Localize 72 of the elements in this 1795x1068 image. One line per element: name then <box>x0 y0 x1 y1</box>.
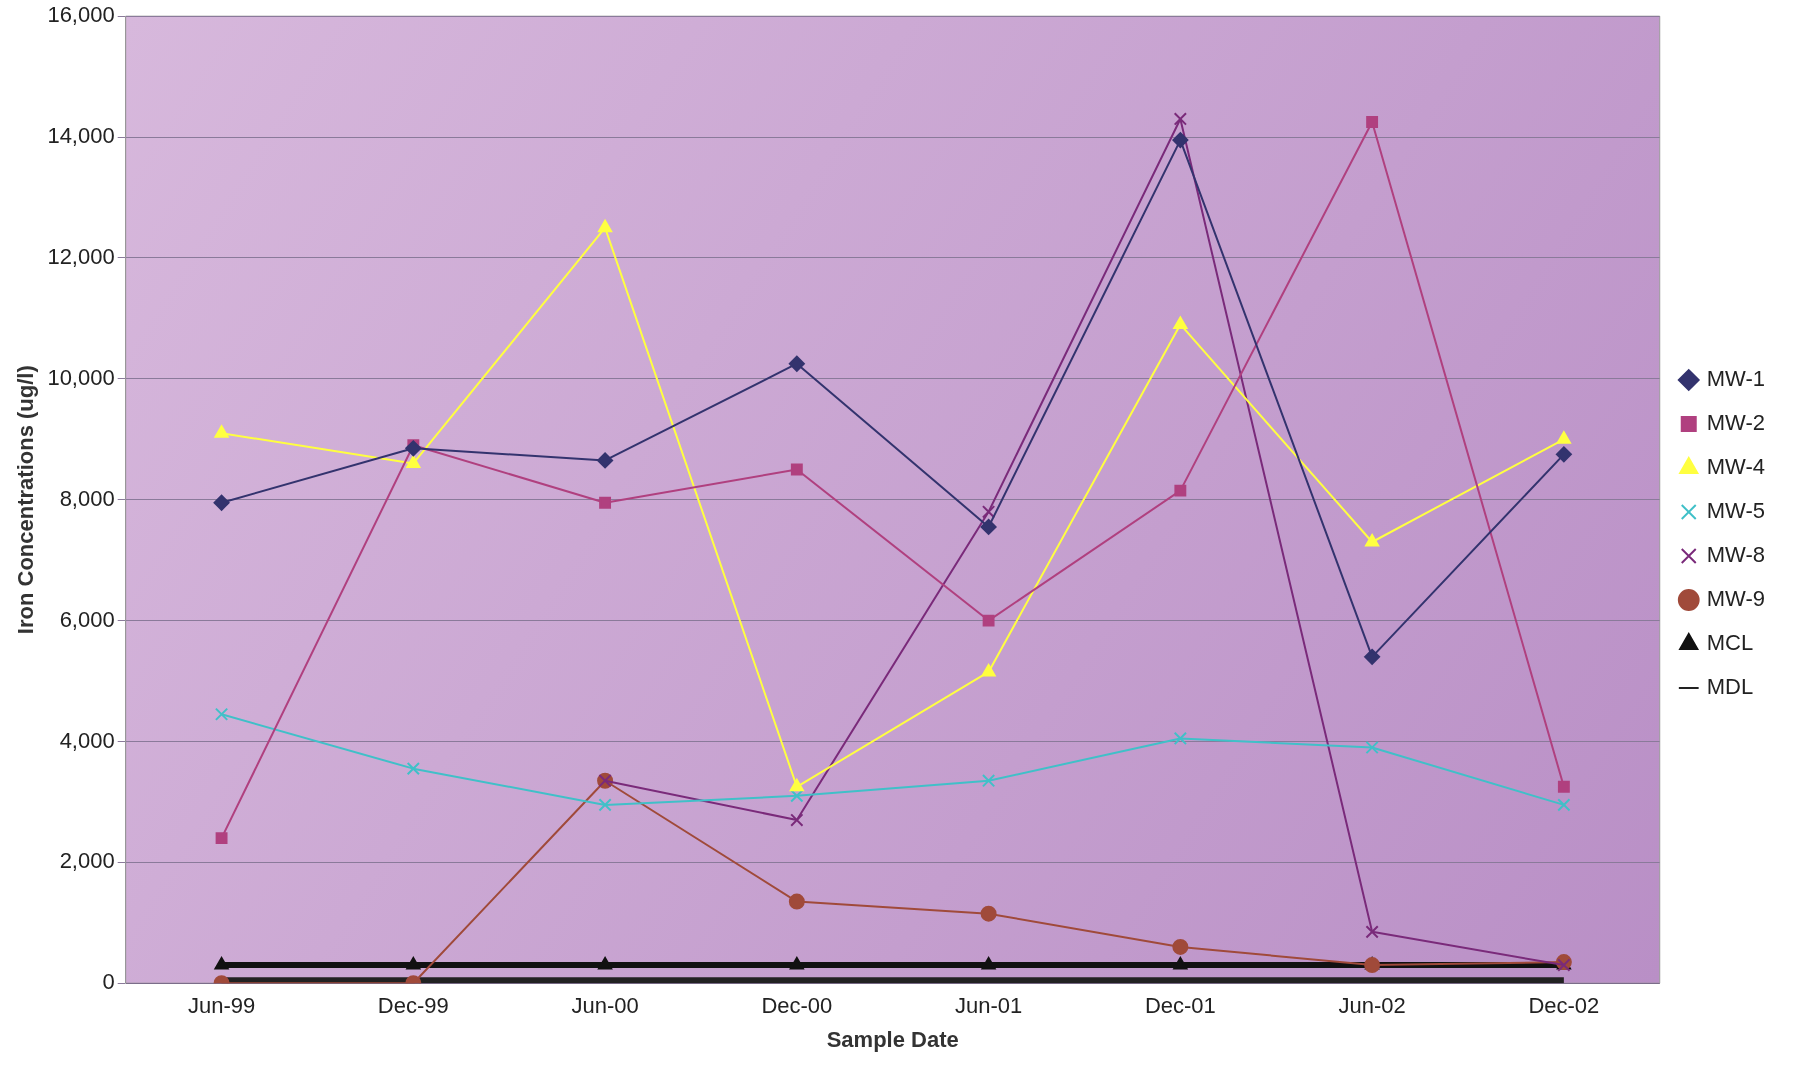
point <box>982 614 995 627</box>
point <box>1555 446 1572 463</box>
point <box>1365 534 1380 547</box>
point <box>1557 798 1571 812</box>
legend-label: MW-8 <box>1706 542 1766 568</box>
x-tick-label: Dec-02 <box>1528 993 1600 1019</box>
point <box>1364 648 1381 665</box>
point <box>1174 484 1187 497</box>
point <box>1365 925 1379 939</box>
point <box>788 355 805 372</box>
x-tick-label: Dec-01 <box>1144 993 1216 1019</box>
point <box>406 761 420 776</box>
point <box>1365 740 1379 755</box>
point <box>1173 731 1188 746</box>
point <box>790 813 804 827</box>
point <box>789 778 804 792</box>
y-tick-label: 16,000 <box>47 2 115 28</box>
legend-label: MW-5 <box>1706 498 1766 524</box>
y-tick-label: 2,000 <box>59 848 115 874</box>
point <box>213 494 230 511</box>
point <box>1173 957 1188 970</box>
legend-label: MW-1 <box>1706 366 1766 392</box>
y-tick-label: 10,000 <box>47 364 115 390</box>
y-tick-label: 14,000 <box>47 123 115 149</box>
point <box>598 798 612 812</box>
legend-label: MCL <box>1706 630 1754 656</box>
point <box>214 707 229 721</box>
point <box>789 957 804 970</box>
point <box>406 957 421 970</box>
point <box>214 425 229 438</box>
point <box>599 496 612 509</box>
x-tick-label: Jun-99 <box>187 993 256 1019</box>
x-tick-label: Dec-00 <box>761 993 833 1019</box>
point <box>790 789 804 803</box>
point <box>1364 957 1381 974</box>
legend-label: MDL <box>1706 674 1754 700</box>
point <box>980 905 997 922</box>
point <box>980 518 997 535</box>
point <box>981 774 996 788</box>
point <box>597 452 614 469</box>
point <box>1557 780 1570 793</box>
point <box>981 663 996 677</box>
legend-label: MW-9 <box>1706 586 1766 612</box>
point <box>214 957 229 970</box>
legend-label: MW-4 <box>1706 454 1766 480</box>
y-axis-title: Iron Concentrations (ug/l) <box>13 365 39 635</box>
point <box>215 832 228 845</box>
point <box>1173 112 1188 126</box>
point <box>405 440 422 457</box>
point <box>598 219 613 233</box>
x-tick-label: Jun-02 <box>1338 993 1406 1019</box>
point <box>981 505 996 519</box>
x-tick-label: Jun-00 <box>571 993 639 1019</box>
point <box>406 455 421 468</box>
point <box>1172 132 1189 149</box>
point <box>1366 116 1379 128</box>
point <box>790 463 803 476</box>
x-tick-label: Jun-01 <box>954 993 1023 1019</box>
point <box>788 893 805 910</box>
point <box>1172 938 1189 955</box>
point <box>981 957 996 970</box>
y-tick-label: 6,000 <box>59 606 115 632</box>
y-tick-label: 8,000 <box>59 485 115 511</box>
y-tick-label: 0 <box>102 969 115 995</box>
point <box>598 957 613 970</box>
y-tick-label: 12,000 <box>47 244 115 270</box>
y-tick-label: 4,000 <box>59 727 115 753</box>
x-axis-title: Sample Date <box>826 1026 959 1052</box>
x-tick-label: Dec-99 <box>377 993 449 1019</box>
legend-label: MW-2 <box>1706 410 1766 436</box>
point <box>1556 431 1571 444</box>
point <box>1173 316 1188 329</box>
